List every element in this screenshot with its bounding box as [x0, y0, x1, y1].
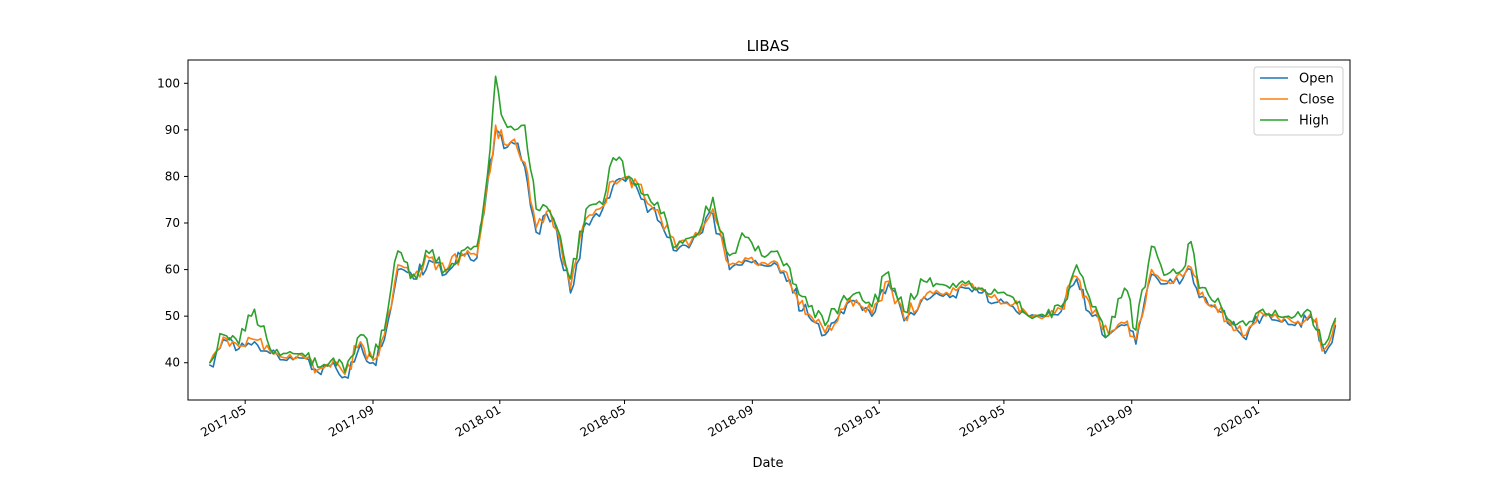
plot-frame — [187, 59, 1351, 401]
chart-title: LIBAS — [747, 37, 790, 55]
y-tick-label: 70 — [165, 216, 180, 230]
y-tick-label: 40 — [165, 356, 180, 370]
y-tick-label: 100 — [157, 76, 180, 90]
y-tick-label: 60 — [165, 263, 180, 277]
legend-label-open: Open — [1299, 72, 1334, 87]
legend-label-close: Close — [1299, 93, 1334, 108]
legend-label-high: High — [1299, 114, 1329, 129]
y-tick-label: 80 — [165, 169, 180, 183]
series-line-high — [209, 75, 1337, 373]
x-axis-label: Date — [752, 456, 783, 471]
legend: Open Close High — [1253, 66, 1344, 136]
y-tick-label: 50 — [165, 309, 180, 323]
series-line-close — [209, 124, 1337, 376]
series-line-open — [209, 129, 1337, 379]
series-layer — [209, 75, 1337, 379]
legend-box — [1253, 66, 1344, 136]
y-tick-label: 90 — [165, 123, 180, 137]
